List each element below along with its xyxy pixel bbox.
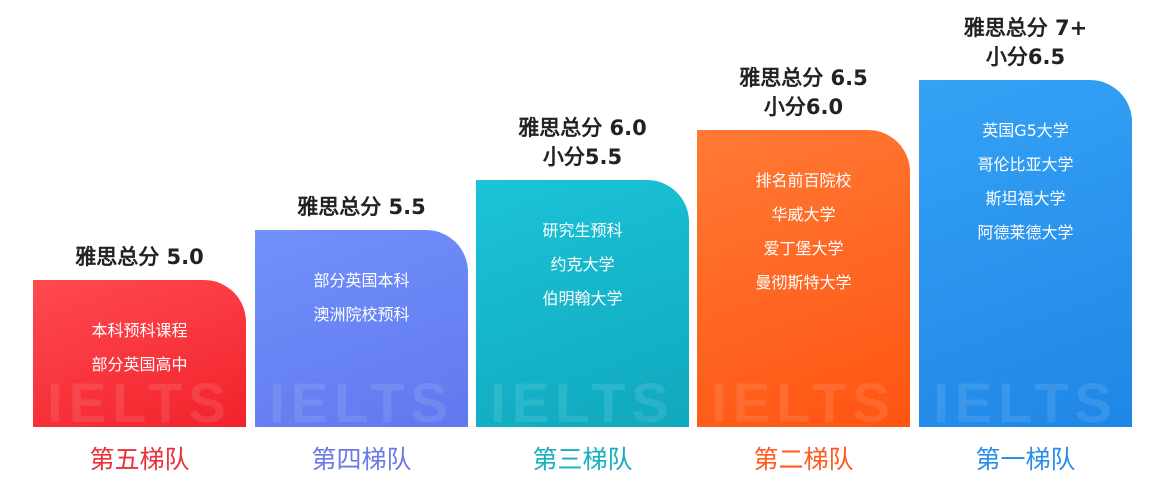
tier-label: 第一梯队 [975,445,1076,474]
school-item: 部分英国本科 [313,271,410,290]
school-item: 研究生预科 [542,221,623,240]
school-item: 斯坦福大学 [985,189,1066,208]
ielts-watermark: IELTS [47,371,232,427]
tier-requirement: 雅思总分 6.5 小分6.0 [697,64,910,122]
requirement-line: 雅思总分 6.0 [518,116,647,140]
school-item: 英国G5大学 [982,121,1069,140]
school-item: 约克大学 [550,255,615,274]
tier-column: 雅思总分 6.0 小分5.5 研究生预科约克大学伯明翰大学 IELTS 第三梯队 [476,0,689,495]
school-item: 曼彻斯特大学 [755,273,852,292]
tier-bar: 研究生预科约克大学伯明翰大学 IELTS [476,180,689,427]
tier-bar: 本科预科课程 部分英国高中 IELTS [33,280,246,427]
school-item: 阿德莱德大学 [977,223,1074,242]
school-item: 部分英国高中 [91,355,188,374]
tier-bar: 排名前百院校 华威大学爱丁堡大学曼彻斯特大学 IELTS [697,130,910,427]
tier-label: 第五梯队 [89,445,190,474]
tier-requirement: 雅思总分 5.5 [255,193,468,222]
tier-label: 第三梯队 [532,445,633,474]
tier-column: 雅思总分 7+ 小分6.5 英国G5大学 哥伦比亚大学 斯坦福大学阿德莱德大学 IELTS… [919,0,1132,495]
school-item: 伯明翰大学 [542,289,623,308]
school-item: 本科预科课程 [91,321,188,340]
tier-bar: 部分英国本科 澳洲院校预科 IELTS [255,230,468,427]
school-item: 排名前百院校 [755,171,852,190]
requirement-line: 雅思总分 6.5 [739,66,868,90]
school-item: 澳洲院校预科 [313,305,410,324]
tier-requirement: 雅思总分 7+ 小分6.5 [919,14,1132,72]
tier-label: 第二梯队 [753,445,854,474]
tier-column: 雅思总分 6.5 小分6.0 排名前百院校 华威大学爱丁堡大学曼彻斯特大学 IELTS 第… [697,0,910,495]
tier-requirement: 雅思总分 5.0 [33,243,246,272]
tier-bar: 英国G5大学 哥伦比亚大学 斯坦福大学阿德莱德大学 IELTS [919,80,1132,427]
requirement-line: 雅思总分 5.5 [297,195,426,219]
requirement-line: 小分6.5 [985,45,1066,69]
requirement-line: 小分5.5 [542,145,623,169]
ielts-watermark: IELTS [711,371,896,427]
ielts-watermark: IELTS [269,371,454,427]
requirement-line: 雅思总分 5.0 [75,245,204,269]
school-item: 华威大学 [771,205,836,224]
school-item: 爱丁堡大学 [763,239,844,258]
tier-column: 雅思总分 5.5 部分英国本科 澳洲院校预科 IELTS 第四梯队 [255,0,468,495]
ielts-watermark: IELTS [933,371,1118,427]
tier-requirement: 雅思总分 6.0 小分5.5 [476,114,689,172]
school-item: 哥伦比亚大学 [977,155,1074,174]
requirement-line: 雅思总分 7+ [963,16,1088,40]
tier-column: 雅思总分 5.0 本科预科课程 部分英国高中 IELTS 第五梯队 [33,0,246,495]
requirement-line: 小分6.0 [763,95,844,119]
ielts-watermark: IELTS [490,371,675,427]
tier-label: 第四梯队 [311,445,412,474]
